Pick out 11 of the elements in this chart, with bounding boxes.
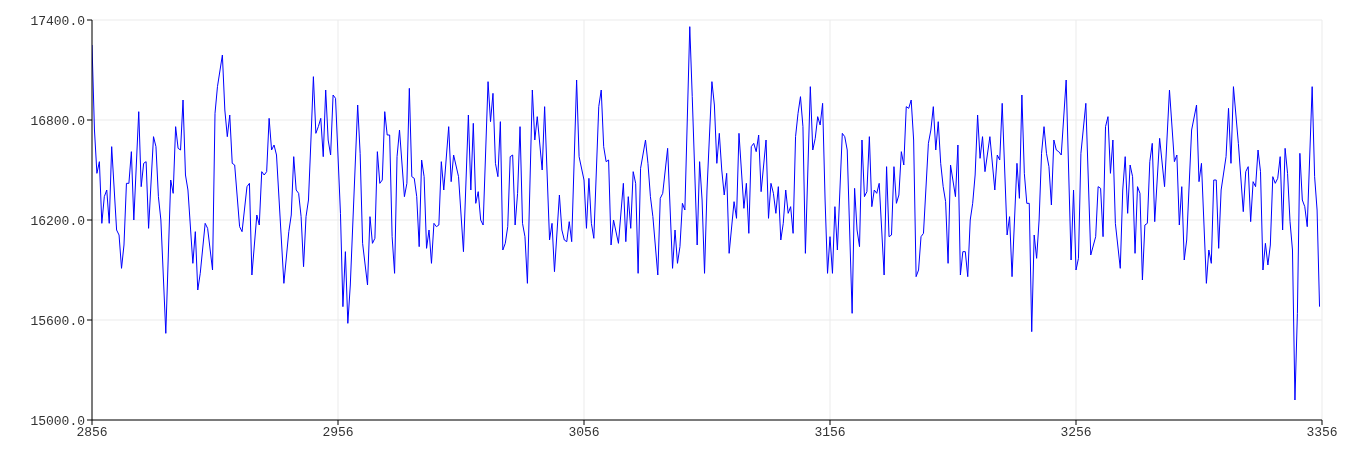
y-tick-label: 17400.0 [30, 13, 85, 29]
y-tick-label: 15600.0 [30, 313, 85, 329]
x-tick-label: 3356 [1306, 425, 1338, 441]
x-tick-label: 3156 [814, 425, 846, 441]
x-tick-label: 3256 [1060, 425, 1092, 441]
y-tick-label: 16200.0 [30, 213, 85, 229]
x-tick-label: 2856 [76, 425, 108, 441]
y-tick-label: 16800.0 [30, 113, 85, 129]
line-series [92, 26, 1321, 401]
x-tick-label: 2956 [322, 425, 354, 441]
x-tick-label: 3056 [568, 425, 600, 441]
